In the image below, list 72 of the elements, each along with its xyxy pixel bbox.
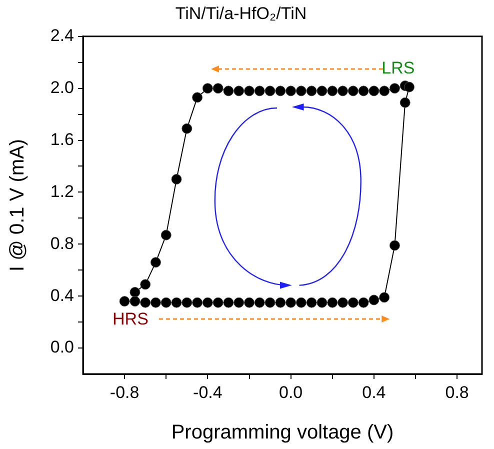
point	[130, 296, 140, 307]
point	[316, 86, 328, 96]
y-tick-label: 0.0	[50, 338, 74, 357]
point	[119, 296, 130, 307]
point	[338, 86, 348, 96]
point	[404, 82, 415, 92]
point	[264, 86, 276, 96]
point	[160, 230, 172, 240]
annotation: HRS	[112, 310, 148, 329]
point	[202, 83, 213, 94]
point	[150, 297, 161, 308]
y-tick-label: 0.4	[50, 286, 74, 305]
x-tick-label: 0.4	[362, 382, 386, 402]
point	[202, 297, 213, 308]
x-tick-label: 0.0	[278, 382, 303, 402]
annotation: LRS	[382, 58, 415, 78]
point	[244, 297, 254, 308]
y-tick-label: 2.4	[50, 26, 74, 46]
point	[140, 297, 151, 308]
point	[140, 279, 151, 290]
x-tick-label: -0.4	[193, 382, 222, 402]
x-tick-label: -0.8	[110, 382, 140, 402]
y-tick-label: 2.0	[50, 78, 74, 98]
point	[327, 86, 338, 96]
point	[286, 297, 296, 308]
point	[182, 297, 192, 308]
x-axis-title: Programming voltage (V)	[171, 422, 394, 444]
point	[327, 297, 338, 308]
point	[275, 297, 286, 308]
point	[368, 86, 380, 96]
point	[338, 297, 348, 308]
point	[212, 83, 224, 94]
point	[306, 86, 317, 96]
point	[358, 86, 369, 96]
point	[358, 297, 369, 308]
point	[192, 297, 203, 308]
point	[212, 297, 224, 308]
point	[234, 86, 244, 96]
point	[348, 86, 358, 96]
point	[389, 240, 400, 251]
point	[254, 86, 265, 96]
point	[368, 294, 380, 306]
point	[348, 297, 358, 308]
point	[254, 297, 265, 308]
point	[223, 297, 234, 308]
point	[192, 92, 203, 103]
point	[275, 86, 286, 96]
y-tick-label: 1.6	[50, 130, 74, 149]
point	[223, 86, 234, 96]
point	[171, 174, 182, 184]
point	[296, 297, 306, 308]
point	[296, 86, 306, 96]
point	[171, 297, 182, 308]
point	[160, 297, 172, 308]
point	[379, 292, 390, 303]
y-tick-label: 1.2	[50, 182, 74, 201]
chart-title: TiN/Ti/a-HfO₂/TiN	[175, 4, 307, 23]
point	[389, 83, 400, 94]
point	[234, 297, 244, 308]
point	[150, 257, 161, 268]
x-tick-label: 0.8	[445, 382, 469, 402]
point	[130, 286, 140, 298]
y-axis-title: I @ 0.1 V (mA)	[6, 138, 29, 272]
point	[286, 86, 296, 96]
point	[316, 297, 328, 308]
point	[182, 123, 192, 134]
point	[400, 97, 410, 108]
point	[379, 86, 390, 96]
point	[244, 86, 254, 96]
y-tick-label: 0.8	[50, 234, 74, 253]
point	[306, 297, 317, 308]
point	[264, 297, 276, 308]
